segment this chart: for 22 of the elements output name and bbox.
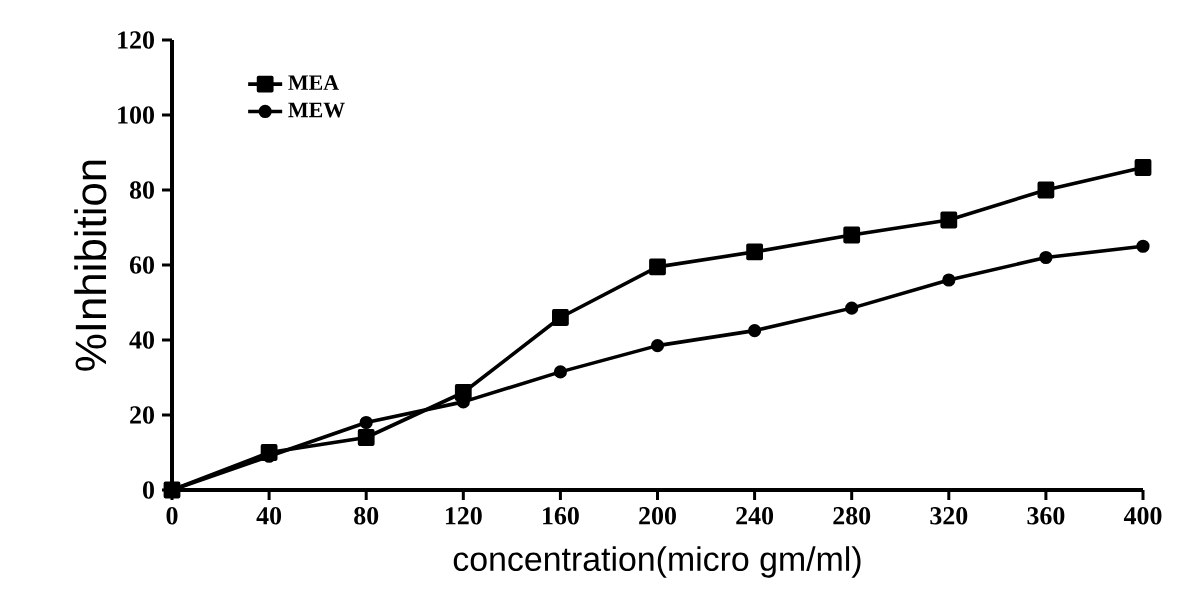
legend-label: MEW [288, 102, 345, 118]
x-tick-label: 120 [445, 507, 482, 525]
x-tick-label: 40 [256, 507, 282, 525]
y-tick-label: 100 [118, 106, 154, 124]
x-tick-label: 0 [166, 507, 178, 525]
x-tick-label: 200 [639, 507, 676, 525]
y-tick-label: 80 [129, 181, 154, 199]
y-tick-label: 60 [129, 256, 154, 274]
x-tick-label: 80 [354, 507, 379, 525]
y-tick-label: 40 [129, 331, 154, 349]
y-tick-label: 0 [143, 481, 154, 499]
y-tick-label: 20 [130, 406, 154, 424]
x-axis-title: concentration(micro gm/ml) [453, 546, 861, 578]
x-tick-label: 160 [543, 507, 579, 525]
x-tick-label: 400 [1123, 507, 1162, 525]
x-tick-label: 360 [1027, 507, 1065, 525]
x-tick-label: 280 [833, 507, 871, 525]
legend-label: MEA [288, 75, 339, 90]
x-tick-label: 320 [930, 507, 968, 525]
x-tick-label: 240 [736, 507, 774, 525]
y-tick-label: 120 [118, 31, 154, 49]
y-axis-title: %Inhibition [74, 160, 107, 371]
